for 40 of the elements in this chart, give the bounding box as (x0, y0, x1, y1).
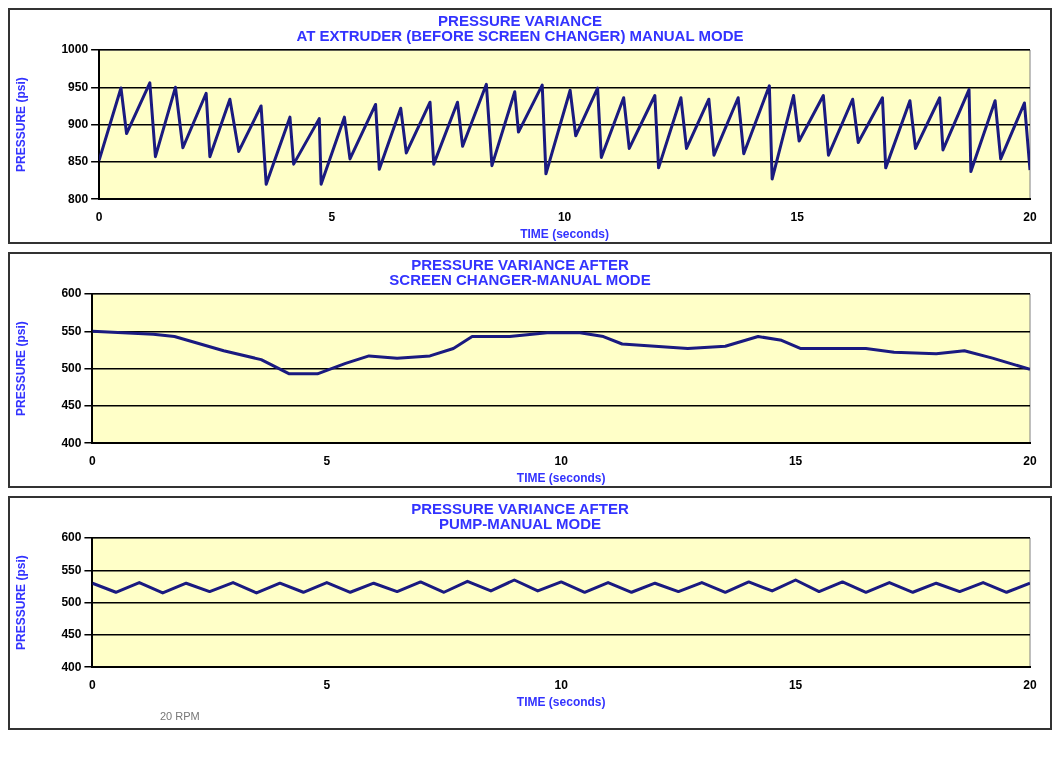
x-tick-label: 15 (788, 677, 803, 692)
y-axis-title: PRESSURE (psi) (13, 321, 28, 416)
x-tick-label: 5 (323, 677, 331, 692)
x-tick-label: 10 (554, 677, 569, 692)
x-axis-title: TIME (seconds) (520, 227, 609, 242)
y-tick-label: 550 (61, 562, 82, 577)
x-tick-label: 15 (790, 209, 805, 224)
x-tick-label: 15 (788, 453, 803, 468)
x-tick-label: 0 (89, 453, 97, 468)
y-tick-label: 1000 (61, 42, 89, 57)
y-tick-label: 850 (68, 154, 89, 169)
x-tick-label: 0 (89, 677, 97, 692)
y-tick-label: 600 (61, 530, 82, 545)
y-tick-label: 500 (61, 594, 82, 609)
x-tick-label: 20 (1023, 677, 1037, 692)
y-tick-label: 800 (68, 191, 89, 206)
y-tick-label: 400 (61, 659, 82, 674)
chart-title: PRESSURE VARIANCE AT EXTRUDER (BEFORE SCREEN CHANGER) MANUAL MODE (296, 11, 744, 44)
x-tick-label: 0 (95, 209, 103, 224)
y-tick-label: 450 (61, 398, 82, 413)
chart-title: PRESSURE VARIANCE AFTER SCREEN CHANGER-MANUAL MODE (389, 255, 651, 288)
x-tick-label: 20 (1023, 453, 1037, 468)
text: 20 RPM (159, 710, 201, 724)
x-tick-label: 10 (554, 453, 569, 468)
y-tick-label: 450 (61, 627, 82, 642)
x-axis-title: TIME (seconds) (516, 471, 606, 486)
y-tick-label: 600 (61, 286, 82, 301)
x-tick-label: 5 (323, 453, 331, 468)
x-tick-label: 20 (1023, 209, 1037, 224)
x-tick-label: 5 (328, 209, 336, 224)
y-axis-title: PRESSURE (psi) (13, 77, 28, 172)
y-tick-label: 900 (68, 116, 89, 131)
x-axis-title: TIME (seconds) (516, 695, 606, 710)
x-tick-label: 10 (557, 209, 572, 224)
y-tick-label: 550 (61, 323, 82, 338)
y-axis-title: PRESSURE (psi) (13, 555, 28, 650)
y-tick-label: 950 (68, 79, 89, 94)
chart-title: PRESSURE VARIANCE AFTER PUMP-MANUAL MODE (411, 499, 629, 532)
y-tick-label: 400 (61, 435, 82, 450)
y-tick-label: 500 (61, 360, 82, 375)
